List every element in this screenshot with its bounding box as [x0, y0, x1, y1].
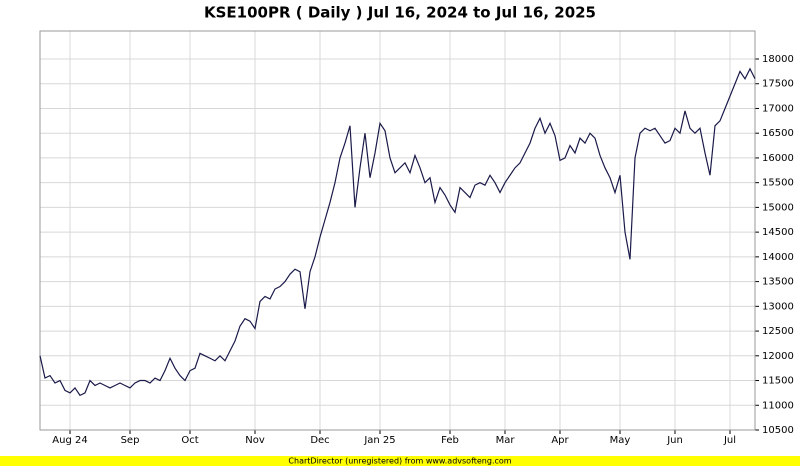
x-tick-label: Sep — [121, 435, 140, 446]
x-tick-label: Apr — [551, 435, 569, 446]
y-tick-label: 16500 — [762, 128, 794, 139]
x-tick-label: Dec — [310, 435, 329, 446]
x-tick-label: Jan 25 — [363, 435, 395, 446]
y-tick-label: 17000 — [762, 103, 794, 114]
y-tick-label: 11500 — [762, 376, 794, 387]
x-tick-label: Aug 24 — [52, 435, 87, 446]
x-tick-label: Jul — [723, 435, 736, 446]
x-tick-label: Oct — [181, 435, 198, 446]
y-tick-label: 12500 — [762, 326, 794, 337]
y-tick-label: 18000 — [762, 54, 794, 65]
chart-title: KSE100PR ( Daily ) Jul 16, 2024 to Jul 1… — [204, 4, 596, 22]
y-tick-label: 11000 — [762, 400, 794, 411]
footer: ChartDirector (unregistered) from www.ad… — [288, 457, 511, 466]
y-tick-label: 12000 — [762, 351, 794, 362]
y-tick-label: 16000 — [762, 153, 794, 164]
y-tick-label: 13000 — [762, 301, 794, 312]
y-tick-label: 14500 — [762, 227, 794, 238]
y-tick-label: 13500 — [762, 277, 794, 288]
footer-bar — [0, 456, 800, 466]
plot-border — [39, 30, 756, 431]
x-tick-label: Feb — [441, 435, 459, 446]
x-tick-label: Mar — [496, 435, 516, 446]
price-line — [39, 67, 756, 397]
x-tick-label: Jun — [666, 435, 683, 446]
y-tick-label: 15500 — [762, 178, 794, 189]
y-tick-label: 10500 — [762, 425, 794, 436]
y-tick-label: 17500 — [762, 79, 794, 90]
x-tick-label: May — [610, 435, 631, 446]
y-tick-label: 14000 — [762, 252, 794, 263]
plot-area — [39, 30, 756, 431]
x-tick-label: Nov — [245, 435, 265, 446]
y-tick-label: 15000 — [762, 202, 794, 213]
